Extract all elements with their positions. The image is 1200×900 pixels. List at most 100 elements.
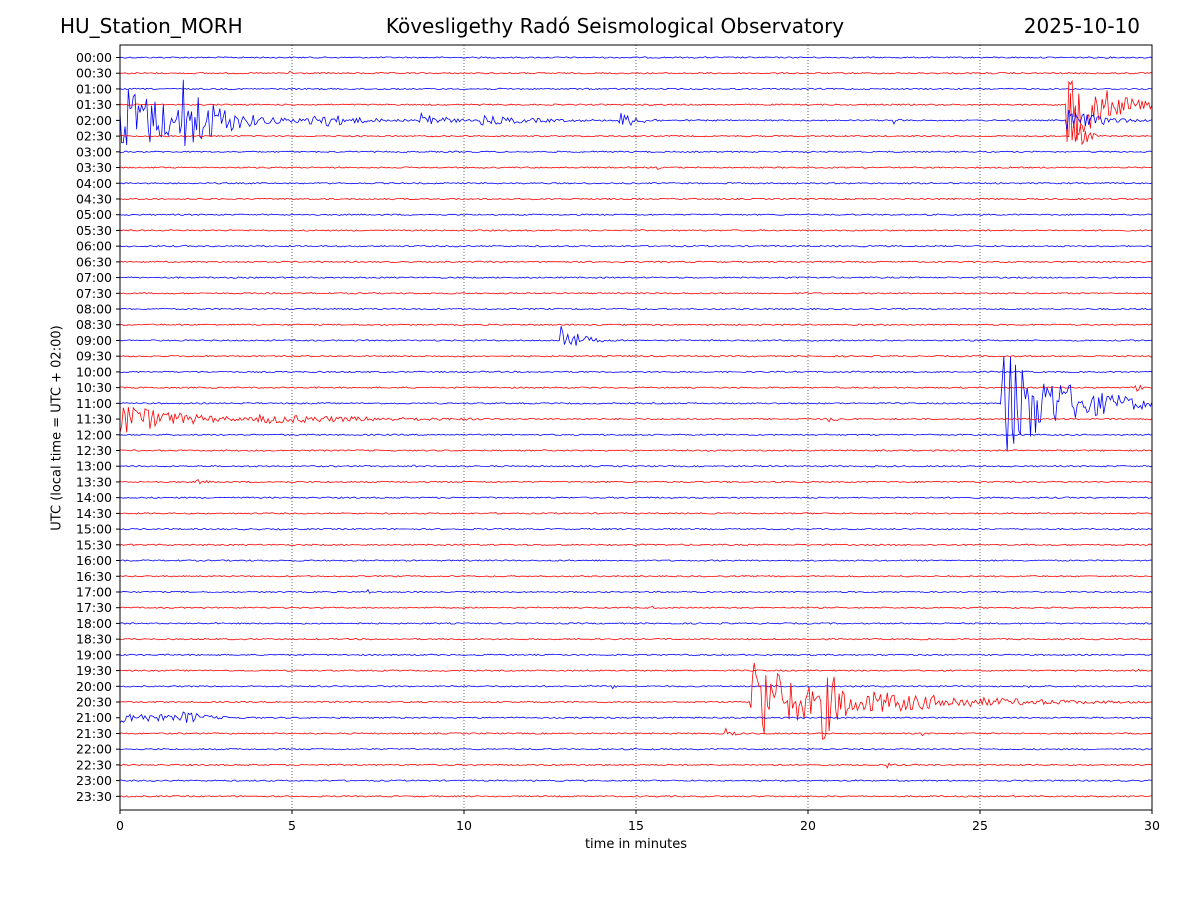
y-tick-label: 16:30 [76, 569, 112, 584]
y-tick-label: 03:30 [76, 160, 112, 175]
trace-line [120, 527, 1152, 531]
y-tick-label: 17:00 [76, 584, 112, 599]
x-tick-label: 5 [288, 818, 296, 833]
trace-line [120, 433, 1152, 436]
x-tick-label: 15 [628, 818, 644, 833]
trace-line [120, 244, 1152, 248]
y-tick-label: 19:30 [76, 663, 112, 678]
y-tick-label: 03:00 [76, 144, 112, 159]
x-axis-label: time in minutes [584, 837, 688, 852]
y-tick-label: 17:30 [76, 600, 112, 615]
grid-lines [291, 45, 981, 810]
trace-line [120, 575, 1152, 578]
y-tick-label: 22:00 [76, 742, 112, 757]
y-tick-label: 13:00 [76, 459, 112, 474]
y-tick-label: 12:30 [76, 443, 112, 458]
x-tick-label: 0 [116, 818, 124, 833]
y-tick-label: 04:00 [76, 176, 112, 191]
trace-line [120, 87, 1152, 91]
trace-line [120, 464, 1152, 468]
trace-line [120, 684, 1152, 690]
y-tick-label: 18:00 [76, 616, 112, 631]
y-tick-label: 09:00 [76, 333, 112, 348]
y-tick-label: 14:00 [76, 490, 112, 505]
y-tick-label: 07:30 [76, 286, 112, 301]
x-axis-ticks: 0 5 10 15 20 25 30 [116, 810, 1160, 833]
y-tick-label: 11:00 [76, 396, 112, 411]
trace-line [120, 370, 1152, 374]
y-tick-label: 14:30 [76, 506, 112, 521]
trace-line [120, 711, 1152, 724]
y-tick-label: 01:30 [76, 97, 112, 112]
y-tick-label: 23:00 [76, 773, 112, 788]
trace-line [120, 747, 1152, 751]
trace-line [120, 637, 1152, 641]
y-tick-label: 06:30 [76, 254, 112, 269]
y-tick-label: 12:00 [76, 427, 112, 442]
trace-line [120, 354, 1152, 358]
trace-line [120, 70, 1152, 75]
x-tick-label: 20 [800, 818, 816, 833]
trace-line [120, 307, 1152, 311]
y-tick-label: 10:00 [76, 364, 112, 379]
y-tick-label: 13:30 [76, 474, 112, 489]
y-tick-label: 20:00 [76, 679, 112, 694]
trace-line [120, 182, 1152, 185]
x-tick-label: 10 [456, 818, 472, 833]
y-tick-label: 05:00 [76, 207, 112, 222]
y-tick-label: 21:00 [76, 710, 112, 725]
trace-line [120, 668, 1152, 672]
y-tick-label: 18:30 [76, 632, 112, 647]
trace-line [120, 727, 1152, 737]
trace-line [120, 150, 1152, 154]
trace-line [120, 384, 1152, 392]
y-tick-label: 19:00 [76, 647, 112, 662]
y-tick-label: 15:30 [76, 537, 112, 552]
y-axis-ticks: 00:0000:3001:0001:3002:0002:3003:0003:30… [76, 50, 120, 804]
trace-line [120, 79, 1152, 147]
trace-line [120, 512, 1152, 515]
trace-line [120, 292, 1152, 295]
y-tick-label: 04:30 [76, 191, 112, 206]
y-tick-label: 09:30 [76, 349, 112, 364]
y-tick-label: 08:00 [76, 302, 112, 317]
trace-line [120, 449, 1152, 452]
trace-line [120, 795, 1152, 798]
y-tick-label: 22:30 [76, 757, 112, 772]
trace-line [120, 79, 1152, 142]
trace-line [120, 605, 1152, 609]
chart-title: Kövesligethy Radó Seismological Observat… [385, 14, 845, 38]
y-tick-label: 21:30 [76, 726, 112, 741]
trace-line [120, 326, 1152, 346]
station-name: HU_Station_MORH [60, 14, 243, 38]
trace-line [120, 496, 1152, 499]
x-tick-label: 30 [1144, 818, 1160, 833]
trace-line [120, 762, 1152, 769]
trace-line [120, 356, 1152, 452]
trace-line [120, 93, 1152, 146]
y-tick-label: 08:30 [76, 317, 112, 332]
trace-line [120, 56, 1152, 59]
y-tick-label: 15:00 [76, 522, 112, 537]
y-tick-label: 16:00 [76, 553, 112, 568]
y-tick-label: 06:00 [76, 239, 112, 254]
trace-line [120, 588, 1152, 594]
trace-line [120, 479, 1152, 485]
y-tick-label: 01:00 [76, 81, 112, 96]
trace-line [120, 166, 1152, 170]
y-tick-label: 11:30 [76, 412, 112, 427]
y-tick-label: 10:30 [76, 380, 112, 395]
chart-date: 2025-10-10 [1023, 14, 1140, 38]
y-tick-label: 05:30 [76, 223, 112, 238]
trace-line [120, 323, 1152, 326]
trace-line [120, 653, 1152, 657]
trace-line [120, 213, 1152, 216]
trace-line [120, 197, 1152, 201]
trace-line [120, 229, 1152, 232]
trace-line [120, 543, 1152, 546]
trace-line [120, 622, 1152, 625]
trace-line [120, 276, 1152, 279]
trace-line [120, 406, 1152, 433]
y-tick-label: 23:30 [76, 789, 112, 804]
traces [120, 56, 1152, 798]
